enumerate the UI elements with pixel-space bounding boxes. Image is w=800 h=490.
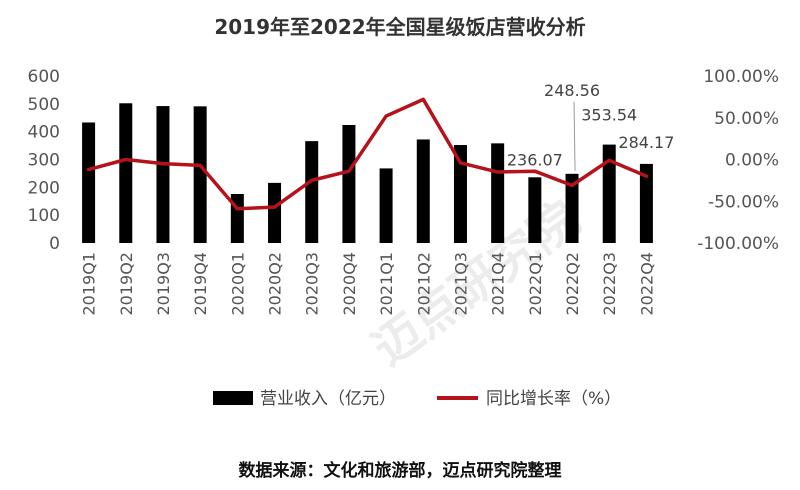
x-axis-tick: 2020Q3 bbox=[303, 252, 322, 316]
revenue-bar bbox=[491, 143, 505, 243]
growth-point bbox=[124, 157, 128, 162]
data-label-leader bbox=[573, 101, 576, 171]
x-axis-tick: 2019Q2 bbox=[117, 252, 136, 316]
revenue-data-label: 236.07 bbox=[507, 150, 563, 169]
growth-point bbox=[458, 161, 463, 165]
chart-title: 2019年至2022年全国星级饭店营收分析 bbox=[214, 15, 585, 39]
revenue-bar bbox=[453, 145, 467, 243]
line-series-growth bbox=[86, 97, 649, 211]
growth-point bbox=[607, 158, 611, 162]
growth-point bbox=[644, 174, 649, 178]
left-axis-ticks: 0 100 200 300 400 500 600 bbox=[28, 67, 60, 254]
x-axis-tick: 2019Q3 bbox=[154, 252, 173, 316]
x-axis-tick: 2020Q4 bbox=[340, 252, 359, 316]
x-axis-tick: 2021Q1 bbox=[377, 252, 396, 316]
growth-point bbox=[161, 162, 165, 166]
revenue-data-label: 284.17 bbox=[618, 133, 674, 152]
right-axis-ticks: -100.00% -50.00% 0.00% 50.00% 100.00% bbox=[697, 67, 779, 254]
left-axis-tick: 400 bbox=[28, 123, 60, 143]
right-axis-tick: 50.00% bbox=[714, 109, 779, 129]
x-axis-tick: 2021Q2 bbox=[414, 252, 433, 316]
growth-point bbox=[86, 167, 91, 172]
growth-point bbox=[570, 183, 574, 187]
revenue-bar bbox=[602, 144, 616, 243]
revenue-bar bbox=[342, 124, 356, 243]
revenue-bar bbox=[156, 106, 170, 243]
revenue-bar bbox=[268, 182, 282, 243]
legend: 营业收入（亿元） 同比增长率（%） bbox=[213, 389, 621, 409]
revenue-data-label: 353.54 bbox=[581, 106, 637, 125]
legend-label-growth: 同比增长率（%） bbox=[486, 389, 621, 409]
growth-point bbox=[533, 169, 537, 173]
growth-point bbox=[198, 163, 202, 167]
growth-point bbox=[272, 205, 277, 209]
x-axis-ticks: 2019Q1 2019Q2 2019Q3 2019Q4 2020Q1 2020Q2 2020… bbox=[80, 252, 657, 316]
x-axis-tick: 2022Q1 bbox=[526, 252, 545, 316]
growth-point bbox=[384, 114, 388, 118]
revenue-bar bbox=[528, 177, 542, 243]
x-axis-tick: 2019Q4 bbox=[191, 252, 210, 316]
x-axis-tick: 2021Q4 bbox=[489, 252, 508, 316]
x-axis-tick: 2021Q3 bbox=[451, 252, 470, 316]
left-axis-tick: 0 bbox=[49, 234, 60, 254]
x-axis-tick: 2020Q2 bbox=[266, 252, 285, 316]
left-axis-tick: 200 bbox=[28, 178, 60, 198]
bar-series-revenue bbox=[82, 103, 653, 243]
revenue-bar bbox=[82, 122, 96, 243]
left-axis-tick: 100 bbox=[28, 206, 60, 226]
right-axis-tick: -100.00% bbox=[697, 234, 779, 254]
legend-label-revenue: 营业收入（亿元） bbox=[260, 389, 396, 409]
growth-point bbox=[496, 170, 500, 174]
right-axis-tick: -50.00% bbox=[708, 192, 779, 212]
right-axis-tick: 100.00% bbox=[703, 67, 779, 87]
revenue-bar bbox=[193, 106, 207, 243]
revenue-bar bbox=[565, 173, 579, 243]
growth-point bbox=[421, 97, 425, 101]
revenue-bar bbox=[119, 103, 133, 243]
growth-point bbox=[310, 178, 314, 182]
left-axis-tick: 600 bbox=[28, 67, 60, 87]
x-axis-tick: 2022Q3 bbox=[600, 252, 619, 316]
growth-point bbox=[347, 169, 351, 173]
data-labels: 236.07 248.56 353.54 284.17 bbox=[507, 81, 674, 171]
x-axis-tick: 2020Q1 bbox=[228, 252, 247, 316]
right-axis-tick: 0.00% bbox=[725, 151, 779, 171]
source-note: 数据来源：文化和旅游部，迈点研究院整理 bbox=[239, 460, 562, 481]
revenue-bar bbox=[639, 163, 653, 243]
revenue-data-label: 248.56 bbox=[544, 81, 600, 100]
legend-swatch-revenue bbox=[213, 391, 253, 405]
x-axis-tick: 2022Q4 bbox=[637, 252, 656, 316]
x-axis-tick: 2022Q2 bbox=[563, 252, 582, 316]
x-axis-tick: 2019Q1 bbox=[80, 252, 99, 316]
growth-line bbox=[86, 97, 649, 211]
revenue-bar bbox=[305, 141, 319, 243]
revenue-bar bbox=[416, 139, 430, 243]
growth-point bbox=[235, 207, 239, 211]
revenue-bar bbox=[379, 168, 393, 243]
watermark-logo: 迈点研究院 bbox=[363, 191, 590, 377]
left-axis-tick: 500 bbox=[28, 95, 60, 115]
left-axis-tick: 300 bbox=[28, 151, 60, 171]
